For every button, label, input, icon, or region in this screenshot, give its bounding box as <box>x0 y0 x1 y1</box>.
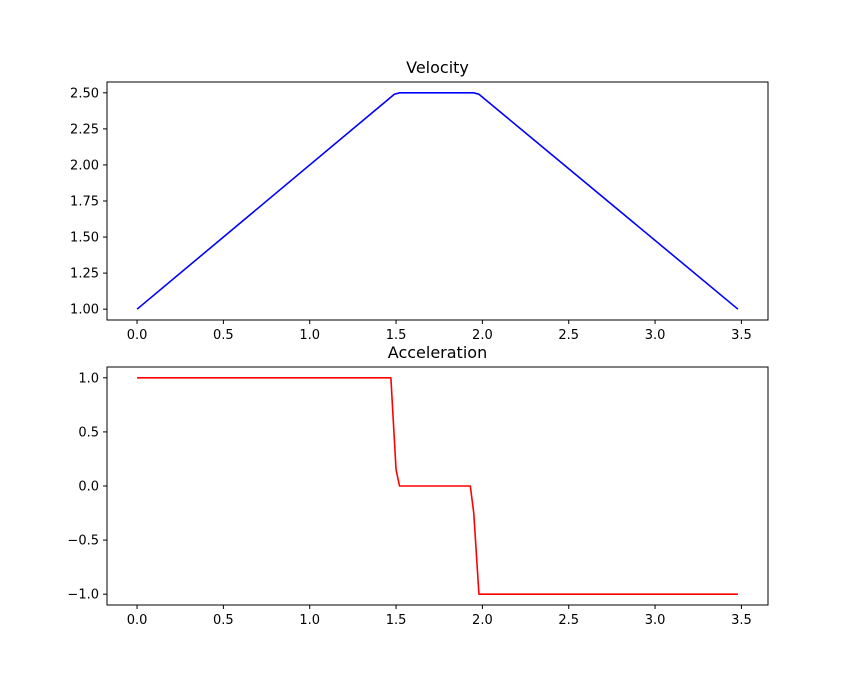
velocity-x-tick-label: 3.5 <box>731 328 752 343</box>
velocity-y-tick-label: 1.00 <box>70 303 99 318</box>
velocity-x-tick-label: 0.0 <box>127 328 148 343</box>
velocity-chart-title: Velocity <box>406 58 469 77</box>
acceleration-x-tick-label: 0.0 <box>127 613 148 628</box>
velocity-x-tick-label: 0.5 <box>213 328 234 343</box>
velocity-x-tick-label: 1.5 <box>386 328 407 343</box>
acceleration-x-tick-label: 1.5 <box>386 613 407 628</box>
acceleration-x-tick-label: 2.0 <box>472 613 493 628</box>
acceleration-y-tick-label: 0.5 <box>78 425 99 440</box>
velocity-y-tick-label: 2.50 <box>70 86 99 101</box>
acceleration-x-tick-label: 3.0 <box>645 613 666 628</box>
acceleration-y-tick-label: 0.0 <box>78 480 99 495</box>
velocity-y-tick-label: 2.00 <box>70 158 99 173</box>
velocity-chart: 0.0 0.5 1.0 1.5 2.0 2.5 3.0 3.5 1.00 1.25 1.50 1.75… <box>70 58 768 343</box>
acceleration-x-tick-label: 2.5 <box>558 613 579 628</box>
acceleration-y-tick-label: −0.5 <box>67 534 99 549</box>
velocity-y-tick-label: 1.75 <box>70 195 99 210</box>
velocity-y-tick-label: 1.25 <box>70 267 99 282</box>
acceleration-chart: 0.0 0.5 1.0 1.5 2.0 2.5 3.0 3.5 1.0 0.5 0.0 −0.5 −1.… <box>67 343 768 628</box>
acceleration-x-tick-label: 0.5 <box>213 613 234 628</box>
acceleration-series-line <box>137 378 738 594</box>
velocity-series-line <box>137 93 738 309</box>
acceleration-y-tick-label: 1.0 <box>78 371 99 386</box>
velocity-x-tick-label: 2.0 <box>472 328 493 343</box>
velocity-axes-frame <box>107 82 768 320</box>
acceleration-y-tick-label: −1.0 <box>67 588 99 603</box>
acceleration-x-tick-label: 3.5 <box>731 613 752 628</box>
velocity-x-tick-label: 3.0 <box>645 328 666 343</box>
velocity-y-tick-label: 1.50 <box>70 231 99 246</box>
velocity-x-tick-label: 1.0 <box>299 328 320 343</box>
acceleration-chart-title: Acceleration <box>388 343 487 362</box>
velocity-y-tick-label: 2.25 <box>70 122 99 137</box>
acceleration-x-tick-label: 1.0 <box>299 613 320 628</box>
velocity-x-tick-label: 2.5 <box>558 328 579 343</box>
